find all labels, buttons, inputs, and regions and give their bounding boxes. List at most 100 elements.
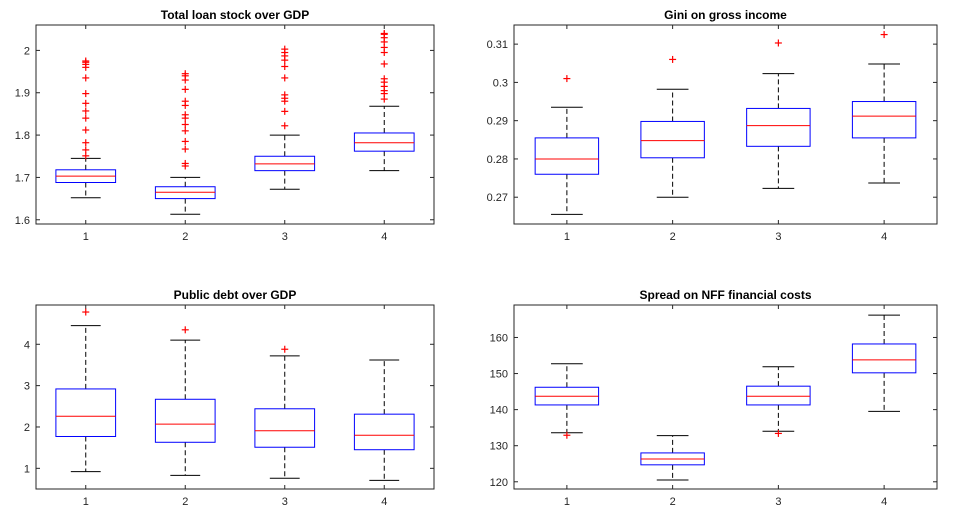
iqr-box <box>254 408 316 448</box>
box-3 <box>746 366 811 437</box>
outlier-marker <box>181 159 189 167</box>
x-tick-label: 3 <box>282 496 288 508</box>
axes-frame <box>35 304 435 490</box>
outlier-marker <box>82 99 90 107</box>
outlier-marker <box>181 121 189 128</box>
y-tick-label: 0.3 <box>493 77 508 89</box>
outlier-marker <box>181 97 189 105</box>
iqr-box <box>851 343 917 374</box>
box-1 <box>534 363 600 439</box>
chart-title: Spread on NFF financial costs <box>639 288 811 302</box>
chart-title: Public debt over GDP <box>174 288 297 302</box>
outlier-marker <box>82 57 90 65</box>
box-2 <box>640 55 705 198</box>
y-tick-label: 160 <box>490 332 508 344</box>
box-2 <box>640 435 705 481</box>
box-1 <box>55 308 117 473</box>
outlier-marker <box>380 75 388 83</box>
y-tick-label: 0.29 <box>487 116 508 128</box>
iqr-box <box>640 120 705 159</box>
box-2 <box>154 70 216 215</box>
y-tick-label: 2 <box>24 45 30 57</box>
outlier-marker <box>281 62 289 70</box>
outlier-marker <box>82 107 90 115</box>
outlier-marker <box>82 152 90 160</box>
iqr-box <box>746 107 811 147</box>
outlier-marker <box>181 70 189 78</box>
y-tick-label: 1.7 <box>15 172 30 184</box>
outlier-marker <box>82 146 90 154</box>
subplot-2: Gini on gross income 0.27 0.28 0.29 0.3 0.31 1… <box>487 8 938 243</box>
outlier-marker <box>181 326 189 334</box>
iqr-box <box>534 137 600 175</box>
iqr-box <box>353 132 415 152</box>
outlier-marker <box>380 60 388 68</box>
outlier-marker <box>181 85 189 93</box>
outlier-marker <box>281 91 289 99</box>
outlier-marker <box>281 107 289 115</box>
outlier-marker <box>82 126 90 134</box>
x-tick-label: 1 <box>564 231 570 243</box>
y-tick-label: 0.27 <box>487 192 508 204</box>
iqr-box <box>353 413 415 451</box>
box-3 <box>254 345 316 479</box>
subplot-1: Total loan stock over GDP 1.6 1.7 1.8 1.9 2 1 2… <box>15 8 435 243</box>
box-4 <box>851 314 917 412</box>
outlier-marker <box>82 114 90 122</box>
y-tick-label: 1.8 <box>15 130 30 142</box>
outlier-marker <box>281 345 289 353</box>
y-tick-label: 140 <box>490 405 508 417</box>
axes-frame <box>513 304 938 490</box>
y-tick-label: 4 <box>24 339 30 351</box>
outlier-marker <box>774 429 782 437</box>
x-tick-label: 1 <box>83 496 89 508</box>
outlier-marker <box>181 127 189 135</box>
x-tick-label: 3 <box>775 231 781 243</box>
x-tick-label: 4 <box>881 496 887 508</box>
x-tick-label: 2 <box>670 231 676 243</box>
outlier-marker <box>82 308 90 316</box>
outlier-marker <box>181 111 189 119</box>
axes-frame <box>513 24 938 225</box>
outlier-marker <box>82 90 90 98</box>
x-tick-label: 2 <box>670 496 676 508</box>
subplot-4: Spread on NFF financial costs 120 130 140 15… <box>490 288 938 508</box>
y-tick-label: 130 <box>490 441 508 453</box>
outlier-marker <box>82 74 90 82</box>
y-tick-label: 0.28 <box>487 154 508 166</box>
x-tick-label: 1 <box>564 496 570 508</box>
x-tick-label: 2 <box>182 496 188 508</box>
subplot-3: Public debt over GDP 1 2 3 4 1 2 3 4 <box>24 288 435 508</box>
box-4 <box>353 359 415 481</box>
outlier-marker <box>669 55 677 63</box>
box-2 <box>154 326 216 476</box>
iqr-box <box>851 101 917 139</box>
iqr-box <box>154 398 216 443</box>
x-tick-label: 3 <box>282 231 288 243</box>
iqr-box <box>746 385 811 406</box>
x-tick-label: 4 <box>381 231 387 243</box>
outlier-marker <box>281 122 289 130</box>
outlier-marker <box>281 74 289 82</box>
x-tick-label: 4 <box>881 231 887 243</box>
y-tick-label: 150 <box>490 369 508 381</box>
outlier-marker <box>563 431 571 439</box>
x-tick-label: 1 <box>83 231 89 243</box>
outlier-marker <box>880 31 888 39</box>
outlier-marker <box>181 145 189 153</box>
outlier-marker <box>82 139 90 147</box>
box-3 <box>254 45 316 190</box>
iqr-box <box>55 388 117 437</box>
outlier-marker <box>380 29 388 37</box>
chart-title: Gini on gross income <box>664 8 787 22</box>
y-tick-label: 1 <box>24 463 30 475</box>
outlier-marker <box>281 45 289 53</box>
y-tick-label: 120 <box>490 477 508 489</box>
x-tick-label: 2 <box>182 231 188 243</box>
x-tick-label: 3 <box>775 496 781 508</box>
box-1 <box>55 57 117 199</box>
y-tick-label: 2 <box>24 422 30 434</box>
chart-title: Total loan stock over GDP <box>161 8 309 22</box>
outlier-marker <box>181 137 189 145</box>
